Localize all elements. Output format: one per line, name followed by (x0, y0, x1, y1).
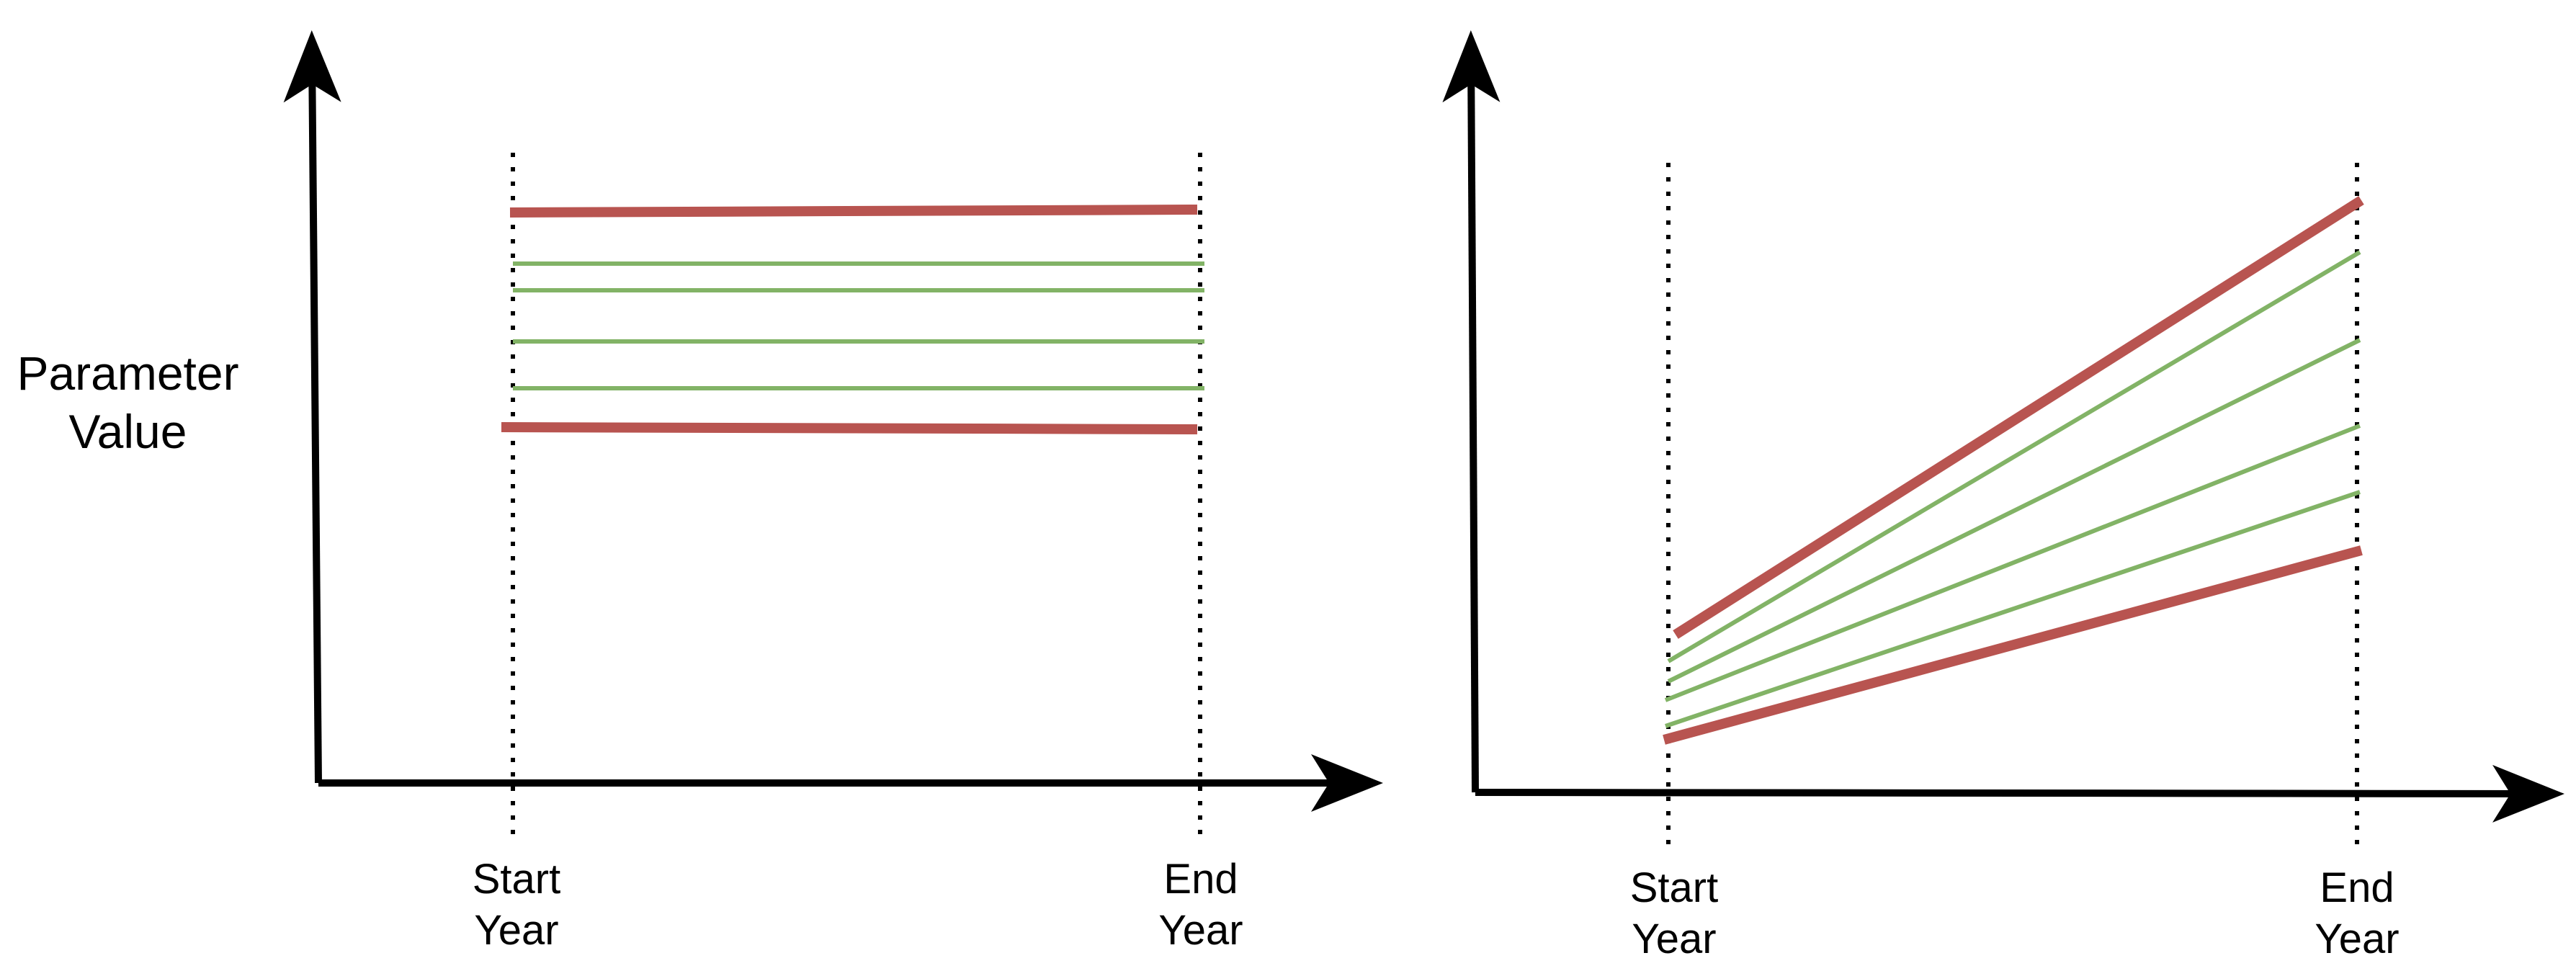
end-year-label-right: End Year (2315, 864, 2400, 962)
upper-bound-line-left (509, 205, 1198, 218)
y-axis-right (1442, 30, 1501, 793)
lower-bound-line-right (1663, 545, 2363, 745)
y-axis-label-line1: Parameter (17, 346, 239, 400)
x-axis-right (1475, 764, 2564, 823)
y-axis-label: Parameter Value (0, 344, 256, 460)
sample-line-right-3 (1664, 424, 2361, 702)
start-year-label-left: Start Year (472, 856, 561, 954)
sample-line-right-1 (1667, 250, 2361, 663)
y-axis-label-line2: Value (68, 404, 187, 458)
y-axis-left (283, 30, 341, 784)
start-year-label-right: Start Year (1629, 864, 1719, 962)
sample-line-right-4 (1665, 490, 2361, 728)
panel-linear (1442, 30, 2564, 844)
sample-line-right-2 (1667, 338, 2361, 684)
panel-constant (283, 30, 1383, 836)
upper-bound-line-right (1673, 196, 2364, 639)
lower-bound-line-left (501, 422, 1198, 434)
end-year-label-left: End Year (1158, 856, 1243, 954)
